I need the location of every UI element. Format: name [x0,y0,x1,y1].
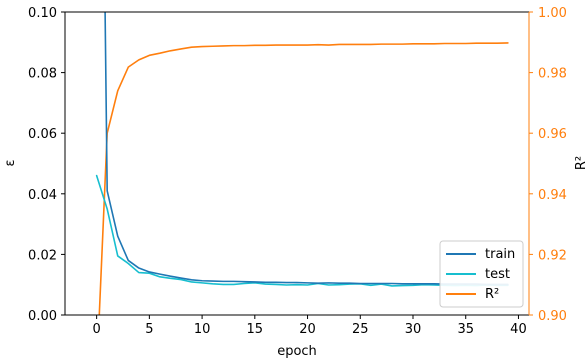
series-line-test [95,174,509,287]
series-layer [95,12,509,315]
y2-tick-label: 0.94 [538,188,567,203]
legend-label-r2: R² [485,287,499,302]
y2-tick-label: 0.96 [538,127,567,142]
x-tick-label: 30 [405,322,422,337]
legend-label-test: test [485,267,510,282]
y-tick-label: 0.04 [28,188,57,203]
legend: train test R² [439,240,524,308]
x-tick-label: 25 [352,322,369,337]
x-tick-label: 40 [510,322,527,337]
axes-layer: 0 5 10 15 20 25 30 35 40 0.00 0.02 0.04 0.06 0.08 0.10… [28,6,567,337]
series-line-r2 [98,42,509,315]
y-tick-label: 0.08 [28,67,57,82]
x-tick-label: 10 [194,322,211,337]
y-tick-label: 0.06 [28,127,57,142]
y-axis-label: ε [3,159,18,166]
y2-tick-label: 0.90 [538,309,567,324]
x-tick-label: 5 [145,322,153,337]
y2-tick-label: 0.98 [538,67,567,82]
y2-axis-label: R² [574,156,587,170]
series-line-train [104,12,509,286]
x-tick-label: 0 [92,322,100,337]
x-axis-label: epoch [277,344,317,359]
y2-tick-label: 0.92 [538,248,567,263]
legend-label-train: train [485,247,515,262]
legend-box [439,240,524,308]
x-tick-label: 20 [299,322,316,337]
y2-tick-label: 1.00 [538,6,567,21]
y-tick-label: 0.02 [28,248,57,263]
y-tick-label: 0.10 [28,6,57,21]
x-tick-label: 15 [247,322,264,337]
x-tick-label: 35 [457,322,474,337]
y-tick-label: 0.00 [28,309,57,324]
